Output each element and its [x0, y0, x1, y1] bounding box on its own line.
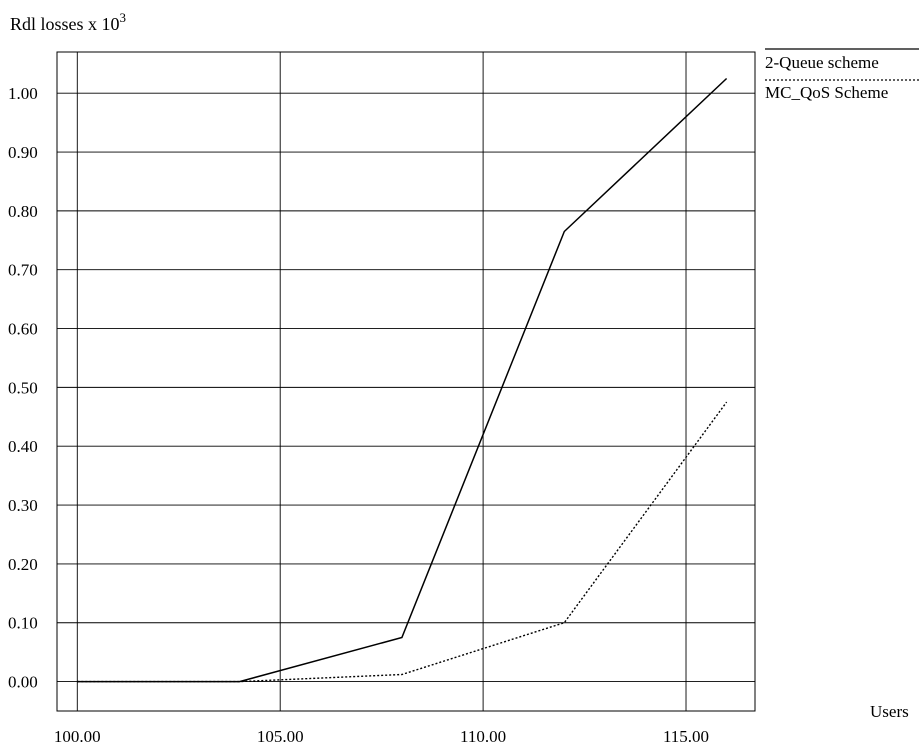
x-tick-label: 110.00 [460, 727, 506, 746]
y-tick-label: 0.30 [8, 496, 38, 515]
y-axis-label-exponent: 3 [120, 10, 127, 25]
x-tick-labels: 100.00 105.00 110.00 115.00 [54, 727, 709, 746]
x-tick-label: 105.00 [257, 727, 304, 746]
legend-label-2-queue: 2-Queue scheme [765, 53, 879, 72]
x-axis-label: Users [870, 702, 909, 721]
x-tick-label: 115.00 [663, 727, 709, 746]
y-tick-label: 0.40 [8, 437, 38, 456]
y-tick-label: 0.60 [8, 320, 38, 339]
y-tick-label: 0.20 [8, 555, 38, 574]
y-tick-label: 0.80 [8, 202, 38, 221]
y-tick-label: 0.50 [8, 378, 38, 397]
y-tick-label: 0.00 [8, 673, 38, 692]
y-tick-label: 1.00 [8, 84, 38, 103]
series-lines [77, 77, 728, 683]
y-tick-label: 0.90 [8, 143, 38, 162]
y-tick-labels: 0.00 0.10 0.20 0.30 0.40 0.50 0.60 0.70 0.80 0.90… [8, 84, 38, 691]
series-line-mc-qos [77, 401, 728, 683]
y-axis-label: Rdl losses x 103 [10, 10, 126, 34]
y-tick-label: 0.70 [8, 261, 38, 280]
legend-label-mc-qos: MC_QoS Scheme [765, 83, 888, 102]
grid-lines [57, 52, 755, 711]
y-axis-label-text: Rdl losses x 10 [10, 14, 120, 34]
plot-frame [56, 51, 756, 712]
y-tick-label: 0.10 [8, 614, 38, 633]
x-tick-label: 100.00 [54, 727, 101, 746]
legend: 2-Queue scheme MC_QoS Scheme [765, 48, 919, 102]
series-line-2-queue [77, 77, 728, 683]
plot-area [56, 51, 756, 712]
